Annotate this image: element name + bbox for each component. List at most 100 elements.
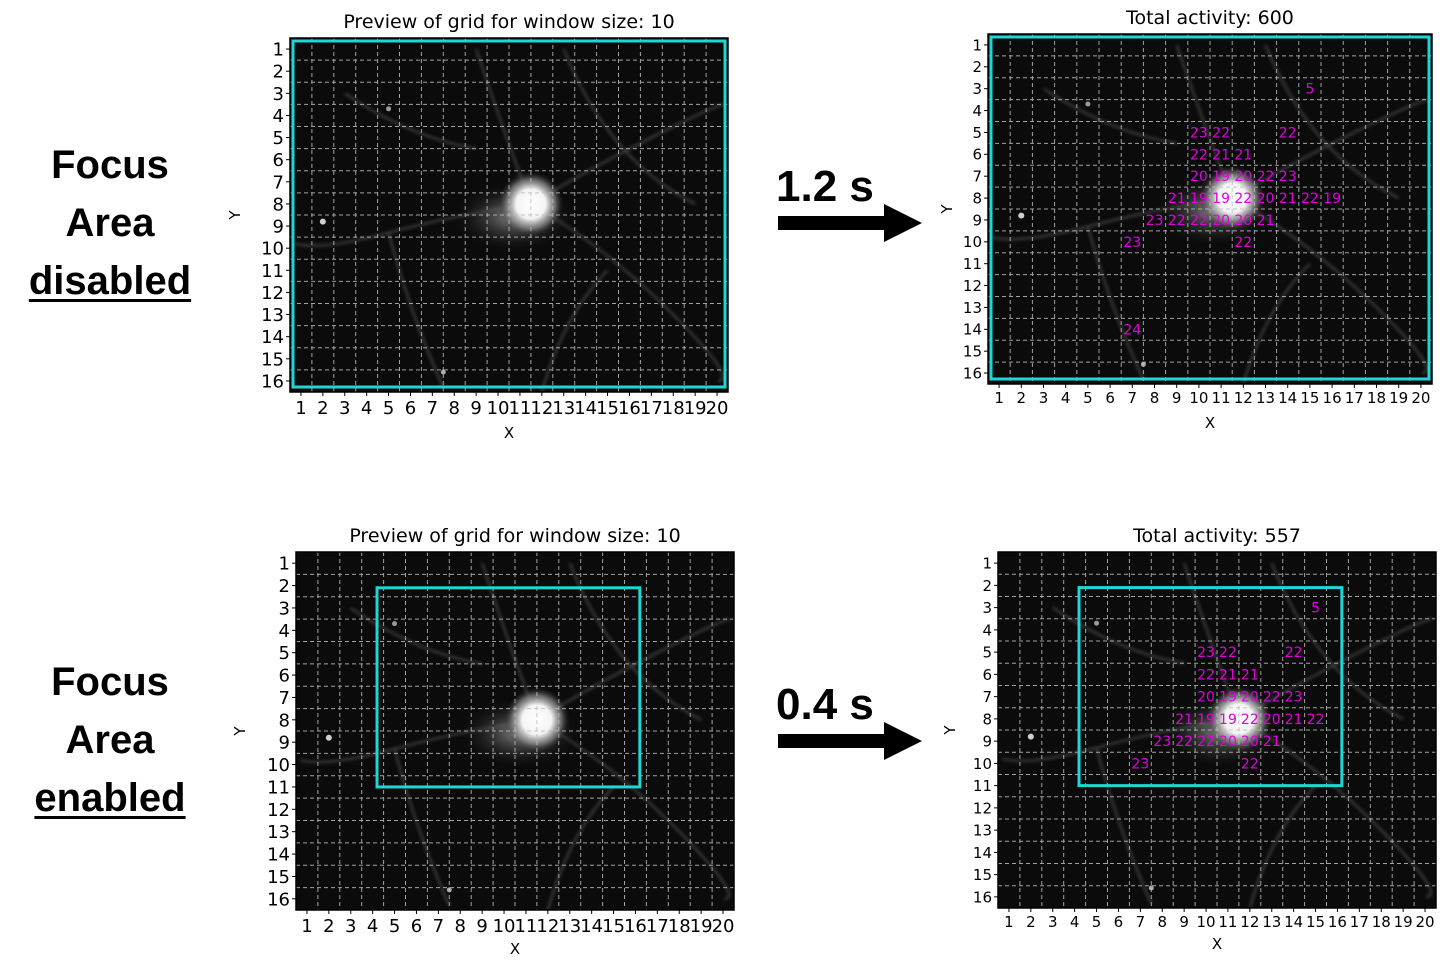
y-tick-label: 14	[261, 327, 284, 348]
y-tick-label: 6	[972, 146, 982, 164]
activity-value: 5	[1305, 82, 1314, 98]
y-tick-label: 13	[267, 822, 290, 843]
x-tick-label: 19	[1394, 913, 1413, 931]
soma-blob	[498, 171, 564, 237]
activity-value: 22	[1212, 125, 1230, 141]
y-tick-label: 6	[279, 666, 290, 687]
bright-spot	[1148, 885, 1154, 891]
activity-value: 22	[1307, 712, 1325, 728]
activity-value: 22	[1285, 645, 1303, 661]
x-tick-label: 10	[1189, 389, 1208, 407]
x-tick-label: 6	[411, 916, 422, 937]
x-tick-label: 13	[558, 916, 581, 937]
y-tick-label: 1	[279, 554, 290, 575]
x-tick-label: 2	[1026, 913, 1036, 931]
y-tick-label: 10	[963, 233, 982, 251]
x-axis-label: X	[504, 424, 514, 442]
focus-area-box	[1077, 586, 1344, 788]
x-tick-label: 14	[1284, 913, 1303, 931]
x-tick-label: 3	[345, 916, 356, 937]
y-tick-label: 2	[982, 577, 992, 595]
x-tick-label: 4	[1070, 913, 1080, 931]
x-tick-label: 15	[1300, 389, 1319, 407]
grid-lines	[988, 34, 1432, 384]
y-tick-label: 5	[279, 643, 290, 664]
x-tick-label: 11	[1212, 389, 1231, 407]
y-tick-label: 11	[267, 777, 290, 798]
y-tick-label: 7	[982, 688, 992, 706]
y-tick-label: 13	[963, 299, 982, 317]
y-tick-label: 4	[972, 102, 982, 120]
y-tick-label: 14	[267, 845, 290, 866]
y-tick-label: 1	[273, 40, 284, 61]
y-tick-label: 6	[273, 150, 284, 171]
activity-value: 21	[1168, 191, 1186, 207]
y-tick-label: 10	[973, 755, 992, 773]
y-tick-label: 1	[982, 555, 992, 573]
y-tick-label: 15	[963, 343, 982, 361]
x-tick-label: 20	[1411, 389, 1430, 407]
activity-value: 19	[1219, 712, 1237, 728]
label-line-state: enabled	[34, 776, 186, 820]
soma-blob	[1206, 686, 1272, 752]
activity-value: 20	[1197, 690, 1215, 706]
y-tick-label: 8	[982, 710, 992, 728]
y-tick-label: 15	[267, 867, 290, 888]
x-tick-label: 20	[706, 398, 729, 419]
label-line-area: Area	[65, 718, 155, 762]
bright-spot	[319, 218, 326, 225]
bright-spot	[392, 621, 398, 627]
y-tick-label: 9	[982, 733, 992, 751]
y-tick-label: 3	[279, 598, 290, 619]
x-tick-label: 1	[1004, 913, 1014, 931]
focus-area-box	[989, 35, 1431, 381]
grid-lines	[290, 38, 728, 392]
processing-time-arrow-top: 1.2 s	[776, 160, 926, 250]
grid-lines	[998, 552, 1436, 908]
y-tick-label: 16	[267, 889, 290, 910]
activity-value: 22	[1279, 125, 1297, 141]
x-tick-label: 6	[1105, 389, 1115, 407]
bright-spot	[325, 734, 332, 741]
x-tick-label: 15	[602, 916, 625, 937]
y-tick-label: 6	[982, 666, 992, 684]
y-tick-label: 4	[982, 621, 992, 639]
activity-value: 20	[1234, 169, 1252, 185]
activity-value: 21	[1279, 191, 1297, 207]
x-tick-label: 8	[455, 916, 466, 937]
activity-value: 20	[1212, 213, 1230, 229]
x-tick-label: 14	[1278, 389, 1297, 407]
x-tick-label: 16	[1328, 913, 1347, 931]
x-tick-label: 18	[1367, 389, 1386, 407]
y-tick-label: 16	[973, 888, 992, 906]
y-tick-label: 7	[972, 168, 982, 186]
activity-value: 21	[1241, 667, 1259, 683]
x-tick-label: 2	[1017, 389, 1027, 407]
label-line-focus: Focus	[51, 660, 169, 704]
bright-spot	[1027, 733, 1034, 740]
activity-value: 23	[1146, 213, 1164, 229]
bright-spot	[386, 106, 392, 112]
x-tick-label: 10	[487, 398, 510, 419]
x-tick-label: 13	[1262, 913, 1281, 931]
x-tick-label: 5	[1083, 389, 1093, 407]
activity-value: 22	[1175, 734, 1193, 750]
activity-value: 23	[1131, 756, 1149, 772]
preview-grid-plot: Preview of grid for window size: 101 2 3 4 5…	[226, 11, 729, 442]
x-tick-label: 4	[361, 398, 372, 419]
activity-value: 22	[1219, 645, 1237, 661]
activity-value: 22	[1301, 191, 1319, 207]
activity-value: 19	[1219, 690, 1237, 706]
activity-value: 19	[1190, 191, 1208, 207]
activity-value: 20	[1263, 712, 1281, 728]
bright-spot	[1094, 620, 1100, 626]
x-tick-label: 11	[1218, 913, 1237, 931]
x-tick-label: 19	[1389, 389, 1408, 407]
x-tick-label: 5	[389, 916, 400, 937]
y-tick-label: 4	[279, 621, 290, 642]
y-tick-label: 10	[261, 239, 284, 260]
y-tick-label: 5	[972, 124, 982, 142]
activity-value: 23	[1190, 125, 1208, 141]
y-tick-label: 13	[973, 822, 992, 840]
